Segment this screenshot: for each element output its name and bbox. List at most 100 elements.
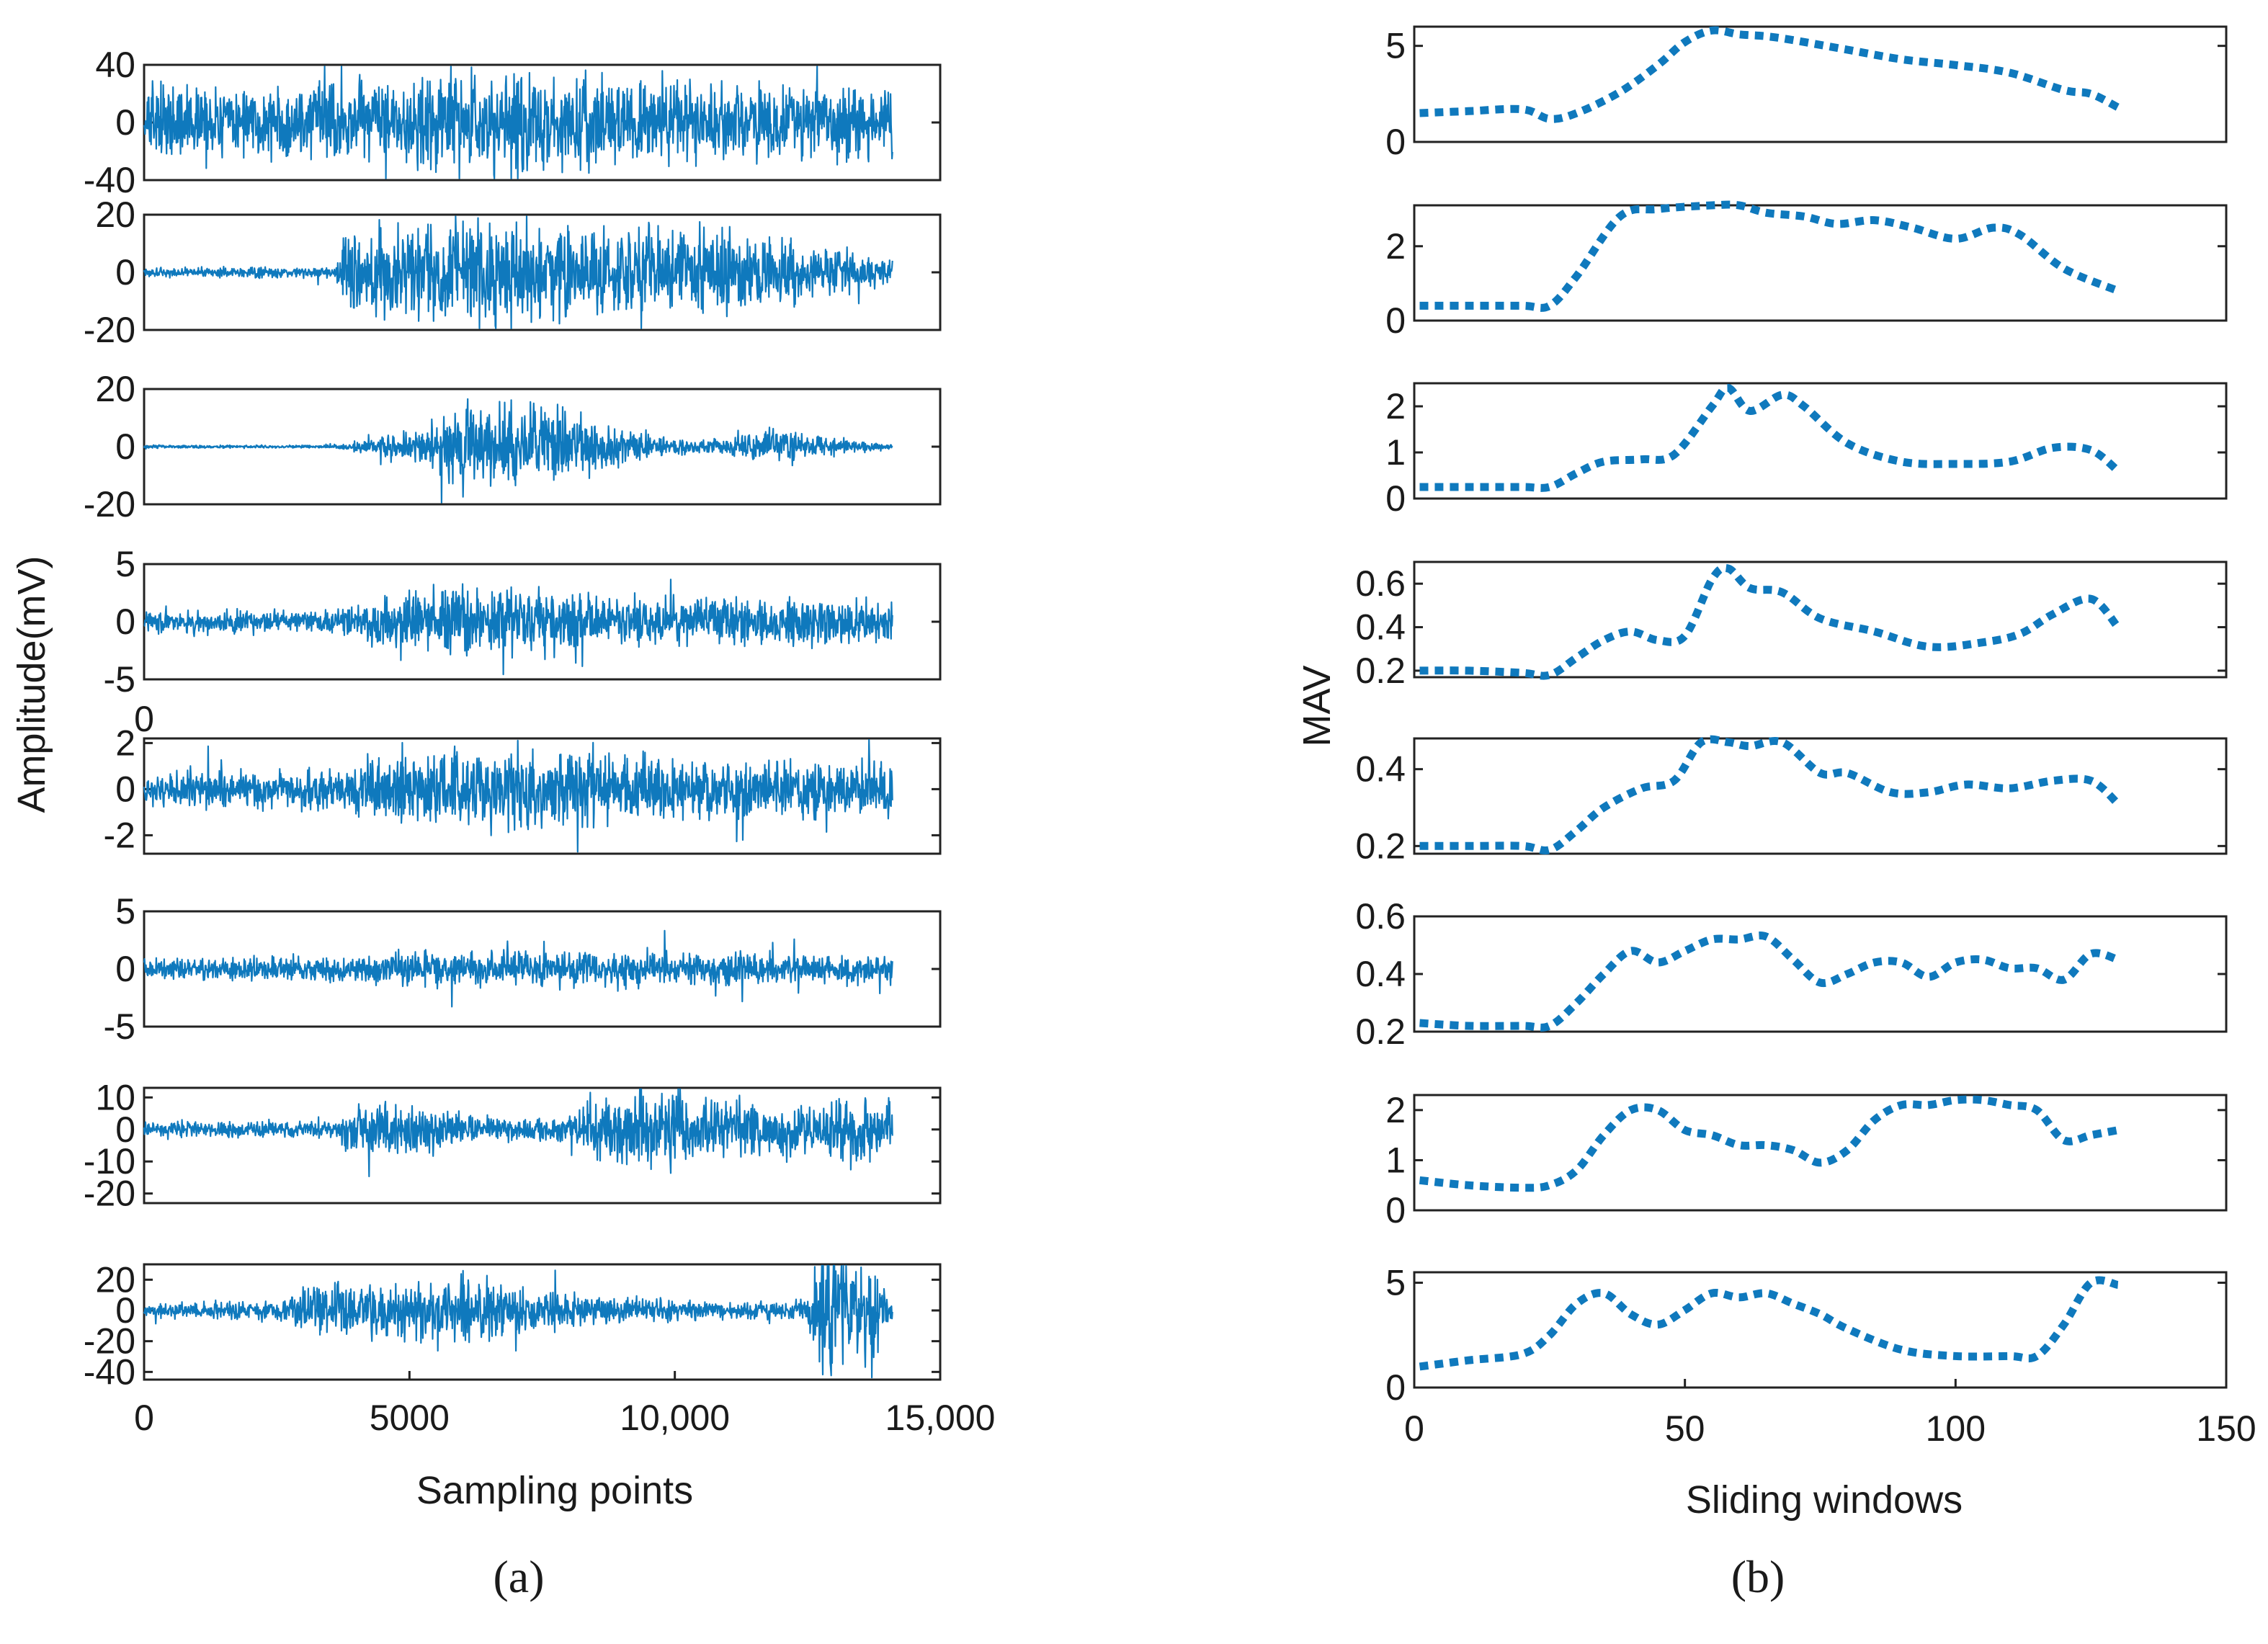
panel-b-x-tick-label: 100	[1926, 1408, 1986, 1449]
panel-b-y-tick-label: 0.4	[1355, 749, 1406, 790]
panel-b-mav-curve-6	[1419, 932, 2120, 1032]
panel-a-y-tick-label: -2	[104, 815, 135, 855]
panel-b-x-tick-label: 0	[1404, 1408, 1424, 1449]
panel-b-y-tick-label: 0	[1385, 122, 1406, 162]
panel-a-y-tick-label: 0	[115, 1109, 135, 1150]
panel-b-mav-curve-3	[1419, 383, 2121, 492]
panel-a-y-tick-label: 20	[95, 1259, 135, 1300]
panel-a-y-tick-label: 20	[95, 369, 135, 409]
panel-a-subplot-frame	[143, 737, 942, 855]
panel-b-subplot-3: 2 1 0	[1385, 382, 2228, 519]
panel-b-x-tick-label: 150	[2196, 1408, 2256, 1449]
panel-b-mav-curve-5	[1419, 735, 2121, 855]
panel-a-y-tick-label: 20	[95, 195, 135, 235]
panel-b-subplot-frame	[1413, 1271, 2228, 1389]
panel-b-subplot-frame	[1413, 1094, 2228, 1212]
panel-a-y-tick-label: -10	[84, 1141, 135, 1181]
panel-a-signal-trace-7	[143, 1088, 893, 1178]
panel-b-subplot-frame	[1413, 737, 2228, 855]
panel-b-subplot-6: 0.6 0.4 0.2	[1355, 896, 2228, 1052]
panel-a-subplot-4: 5 0 -5	[104, 544, 942, 700]
panel-b-mav-curve-8	[1419, 1276, 2119, 1371]
panel-b-subplot-frame	[1413, 560, 2228, 679]
panel-b-mav-curve-7	[1419, 1095, 2119, 1192]
panel-a-y-tick-label: -5	[104, 1006, 135, 1047]
panel-a-subplot-7: 100-10-20	[84, 1077, 942, 1214]
panel-a-subplot-6: 5 0 -5	[104, 891, 942, 1047]
panel-b-caption: (b)	[1731, 1551, 1785, 1602]
panel-b-x-tick-label: 50	[1665, 1408, 1705, 1449]
panel-a-subplot-5: 2 0 -2	[104, 723, 942, 855]
panel-b-subplot-2: 20	[1385, 200, 2228, 341]
panel-a-y-tick-label: -5	[104, 659, 135, 700]
panel-b-y-tick-label: 5	[1385, 1263, 1406, 1303]
panel-a-y-tick-label: 0	[115, 426, 135, 467]
panel-a-y-tick-label: 0	[115, 1290, 135, 1331]
panel-a-subplot-1: 40 0 -40	[84, 45, 942, 200]
panel-a-y-tick-label: 0	[115, 949, 135, 989]
panel-b-y-tick-label: 0	[1385, 478, 1406, 519]
panel-b-subplot-8: 50	[1385, 1263, 2228, 1408]
panel-a-stray-zero-label: 0	[134, 699, 154, 739]
panel-a-subplot-8: 200-20-40	[84, 1259, 942, 1392]
panel-b-y-tick-label: 5	[1385, 26, 1406, 66]
panel-a-x-axis-label: Sampling points	[416, 1469, 693, 1512]
panel-a-y-tick-label: 0	[115, 769, 135, 809]
panel-a-y-tick-label: 5	[115, 544, 135, 584]
panel-b-y-axis-label: MAV	[1295, 665, 1339, 746]
panel-a-y-tick-label: -20	[84, 1321, 135, 1362]
panel-a-y-tick-label: 5	[115, 891, 135, 932]
panel-a-signal-trace-5	[143, 739, 893, 853]
panel-b-y-tick-label: 0.4	[1355, 954, 1406, 994]
panel-a-signal-trace-1	[143, 66, 893, 179]
panel-a-y-tick-label: -20	[84, 484, 135, 524]
panel-a-y-tick-label: 2	[115, 723, 135, 763]
panel-a-emg-signals: 400-40200-20200-2050-520-250-5100-10-202…	[84, 45, 996, 1438]
panel-b-y-tick-label: 2	[1385, 1090, 1406, 1130]
panel-a-y-tick-label: 0	[115, 602, 135, 642]
panel-a-subplot-frame	[143, 1263, 942, 1381]
panel-b-subplot-frame	[1413, 915, 2228, 1033]
panel-a-signal-trace-4	[143, 578, 893, 676]
panel-b-mav-curve-1	[1419, 26, 2120, 123]
panel-a-y-tick-label: -20	[84, 310, 135, 350]
panel-b-y-tick-label: 0.6	[1355, 896, 1406, 937]
panel-b-y-tick-label: 0.2	[1355, 651, 1406, 691]
panel-b-y-tick-label: 2	[1385, 386, 1406, 426]
panel-a-x-tick-label: 0	[134, 1398, 154, 1438]
panel-b-mav-curve-2	[1419, 200, 2120, 312]
panel-a-y-tick-label: 10	[95, 1077, 135, 1117]
panel-a-y-tick-label: -40	[84, 1352, 135, 1392]
panel-a-x-tick-label: 15,000	[885, 1398, 996, 1438]
panel-a-subplot-2: 20 0 -20	[84, 195, 942, 350]
panel-b-y-tick-label: 0.6	[1355, 563, 1406, 604]
panel-b-y-tick-label: 0.4	[1355, 607, 1406, 648]
panel-a-y-tick-label: -40	[84, 160, 135, 200]
panel-a-x-tick-label: 10,000	[620, 1398, 730, 1438]
panel-b-y-tick-label: 1	[1385, 1140, 1406, 1180]
panel-a-caption: (a)	[493, 1551, 544, 1602]
panel-b-x-axis-label: Sliding windows	[1686, 1478, 1963, 1522]
panel-b-subplot-frame	[1413, 204, 2228, 322]
panel-b-y-tick-label: 2	[1385, 226, 1406, 267]
panel-a-y-axis-label: Amplitude(mV)	[10, 555, 53, 813]
panel-a-signal-trace-2	[143, 215, 893, 329]
panel-b-y-tick-label: 0.2	[1355, 1011, 1406, 1052]
panel-a-subplot-frame	[143, 1086, 942, 1205]
panel-a-signal-trace-3	[143, 398, 893, 504]
panel-a-y-tick-label: -20	[84, 1174, 135, 1214]
panel-b-subplot-frame	[1413, 382, 2228, 500]
panel-b-y-tick-label: 0	[1385, 300, 1406, 341]
panel-b-y-tick-label: 0.2	[1355, 826, 1406, 866]
panel-b-subplot-4: 0.60.40.2	[1355, 560, 2228, 691]
panel-b-subplot-5: 0.4 0.2	[1355, 735, 2228, 866]
panel-a-y-tick-label: 0	[115, 102, 135, 143]
panel-a-signal-trace-6	[143, 929, 893, 1008]
panel-a-subplot-3: 20 0 -20	[84, 369, 942, 524]
panel-a-x-tick-label: 5000	[370, 1398, 450, 1438]
panel-b-mav-curve-4	[1419, 563, 2121, 680]
panel-a-y-tick-label: 40	[95, 45, 135, 85]
panel-a-y-tick-label: 0	[115, 252, 135, 292]
